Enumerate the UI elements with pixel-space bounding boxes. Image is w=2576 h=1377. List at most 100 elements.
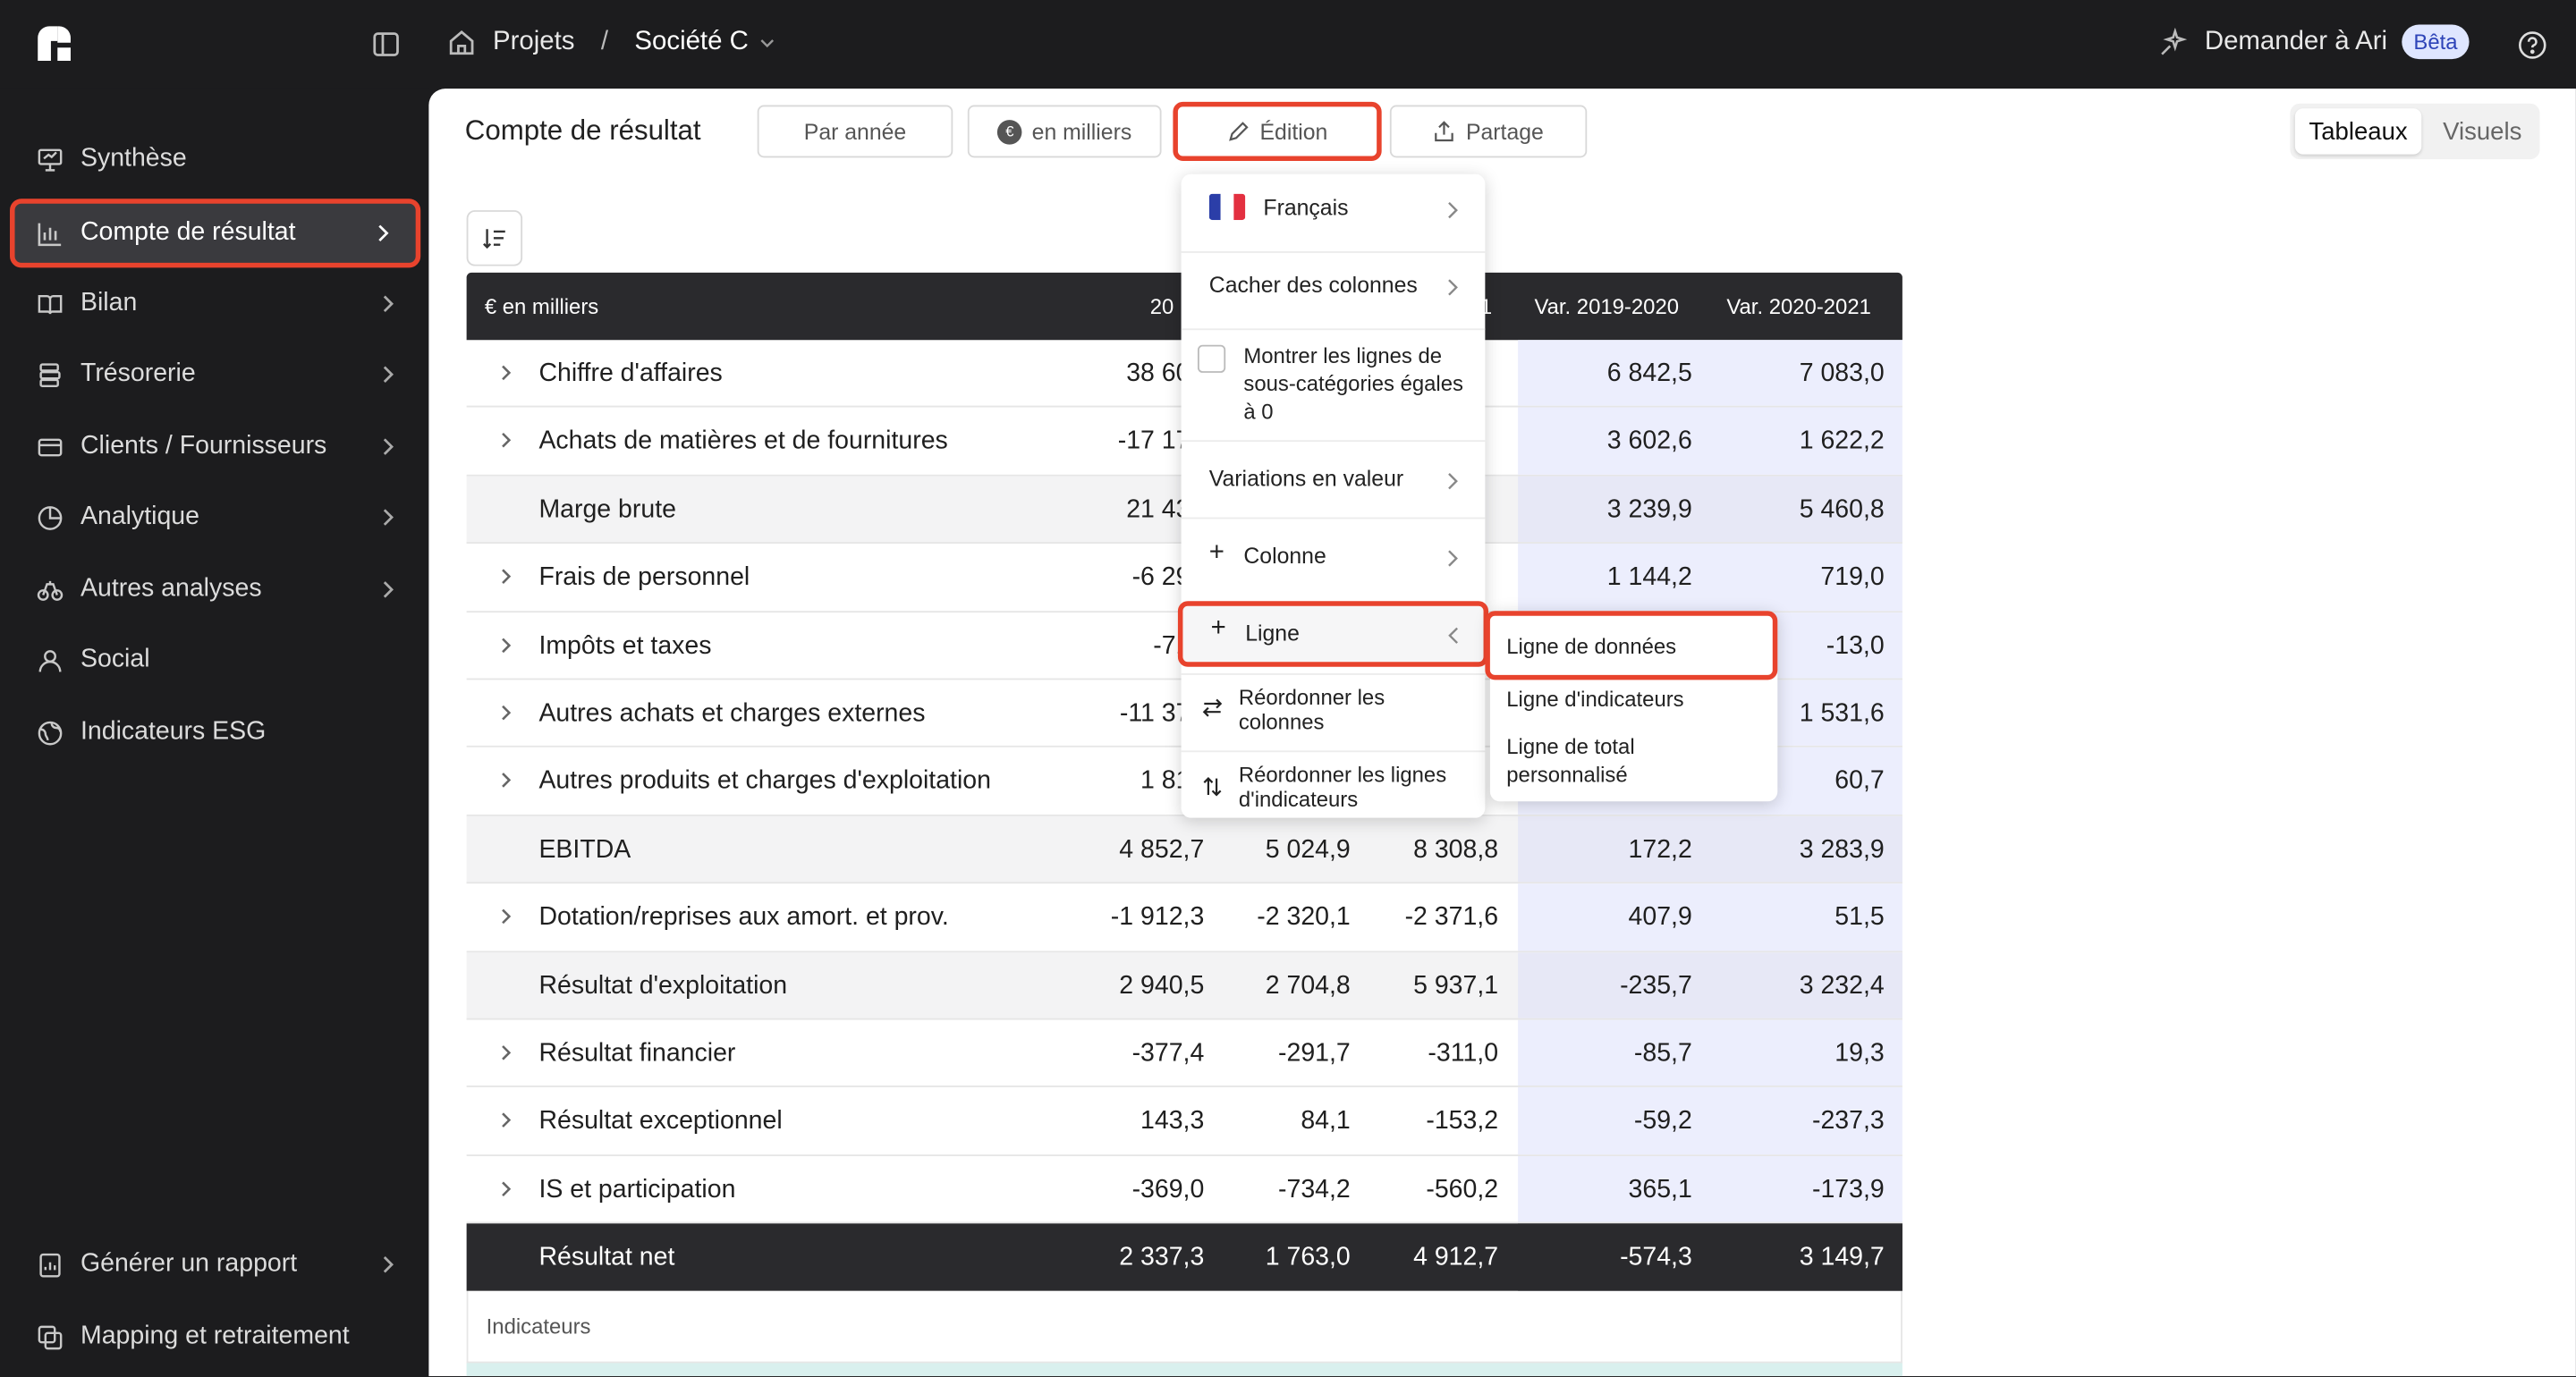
variation-cell-bg — [1518, 340, 1902, 407]
cell-value: -734,2 — [1278, 1175, 1351, 1204]
chevron-right-icon[interactable] — [498, 701, 514, 724]
tab-visuels[interactable]: Visuels — [2443, 117, 2522, 146]
chevron-right-icon — [383, 509, 394, 526]
menu-item-variations[interactable]: Variations en valeur — [1182, 467, 1486, 506]
card-icon — [37, 437, 62, 456]
sidebar-item-analytique[interactable]: Analytique — [10, 486, 420, 549]
cell-value: -377,4 — [1131, 1039, 1205, 1068]
unit-button[interactable]: € en milliers — [967, 105, 1162, 158]
submenu-item-indicator-line[interactable]: Ligne d'indicateurs — [1506, 687, 1683, 712]
menu-item-show-zero-lines[interactable]: Montrer les lignes de sous-catégories éga… — [1182, 342, 1486, 432]
cell-value: -2 320,1 — [1257, 903, 1351, 932]
sidebar-item-social[interactable]: Social — [10, 629, 420, 691]
row-label: Résultat financier — [538, 1039, 736, 1068]
submenu-item-custom-total[interactable]: Ligne de total personnalisé — [1506, 734, 1635, 787]
sidebar-item-clients-fournisseurs[interactable]: Clients / Fournisseurs — [10, 416, 420, 478]
table-row[interactable]: IS et participation -369,0 -734,2 -560,2 365… — [466, 1155, 1902, 1224]
menu-item-reorder-indicator-lines[interactable]: Réordonner les lignes d'indicateurs — [1182, 762, 1486, 821]
chevron-right-icon[interactable] — [498, 1109, 514, 1132]
show-zero-lines-checkbox[interactable] — [1197, 344, 1226, 373]
sidebar-item-label: Trésorerie — [80, 359, 196, 388]
app-logo[interactable] — [35, 25, 74, 64]
chevron-left-icon — [1448, 627, 1458, 644]
chevron-right-icon — [1448, 473, 1458, 490]
chevron-right-icon[interactable] — [498, 905, 514, 928]
variation-cell-bg — [1518, 1155, 1902, 1222]
chevron-right-icon[interactable] — [498, 565, 514, 588]
sidebar-item-tresorerie[interactable]: Trésorerie — [10, 343, 420, 406]
table-row[interactable]: Achats de matières et de fournitures -17 … — [466, 408, 1902, 477]
sidebar-toggle-icon[interactable] — [371, 30, 401, 59]
help-icon[interactable] — [2517, 30, 2548, 61]
menu-variations-label: Variations en valeur — [1208, 466, 1404, 492]
menu-item-hide-columns[interactable]: Cacher des colonnes — [1182, 273, 1486, 312]
breadcrumb-projects[interactable]: Projets — [493, 28, 575, 56]
sort-button[interactable] — [466, 210, 523, 266]
indicators-label: Indicateurs — [486, 1314, 591, 1339]
table-row[interactable]: Dotation/reprises aux amort. et prov. -1 … — [466, 883, 1902, 952]
breadcrumb-company[interactable]: Société C — [634, 28, 749, 56]
row-label: Résultat exceptionnel — [538, 1107, 783, 1136]
cell-value: 4 852,7 — [1119, 835, 1205, 864]
chevron-right-icon[interactable] — [498, 769, 514, 792]
row-label: Résultat d'exploitation — [538, 971, 788, 1000]
share-icon — [1435, 121, 1454, 142]
chevron-down-icon[interactable] — [758, 35, 775, 51]
cell-value: -369,0 — [1131, 1175, 1205, 1204]
sidebar-item-autres-analyses[interactable]: Autres analyses — [10, 558, 420, 621]
variation-cell-bg — [1518, 815, 1902, 883]
plus-icon: + — [1210, 613, 1226, 643]
swap-horizontal-icon — [1202, 698, 1223, 717]
sidebar-item-generer-rapport[interactable]: Générer un rapport — [10, 1233, 420, 1296]
share-button[interactable]: Partage — [1389, 105, 1588, 158]
row-label: Frais de personnel — [538, 563, 750, 592]
tab-tableaux[interactable]: Tableaux — [2294, 108, 2422, 155]
menu-item-line[interactable]: + Ligne — [1177, 601, 1489, 667]
sidebar-item-label: Clients / Fournisseurs — [80, 432, 327, 460]
cell-value: -560,2 — [1426, 1175, 1499, 1204]
presentation-icon — [37, 148, 62, 171]
home-icon[interactable] — [447, 28, 477, 57]
cell-value: 3 232,4 — [1799, 971, 1885, 1000]
sidebar-item-bilan[interactable]: Bilan — [10, 273, 420, 335]
table-row[interactable]: Résultat financier -377,4 -291,7 -311,0 -85,… — [466, 1019, 1902, 1088]
chevron-right-icon[interactable] — [498, 361, 514, 384]
chevron-right-icon — [383, 366, 394, 384]
sidebar-item-label: Synthèse — [80, 144, 187, 173]
sidebar-item-compte-de-resultat[interactable]: Compte de résultat — [10, 199, 421, 268]
cell-value: 172,2 — [1628, 835, 1692, 864]
sidebar-item-indicateurs-esg[interactable]: Indicateurs ESG — [10, 701, 420, 764]
sidebar-item-synthese[interactable]: Synthèse — [10, 128, 420, 190]
unit-label: en milliers — [1031, 119, 1132, 144]
edition-label: Édition — [1259, 119, 1328, 144]
cell-value: 8 308,8 — [1413, 835, 1499, 864]
swap-vertical-icon — [1203, 777, 1222, 797]
page-title: Compte de résultat — [464, 114, 701, 147]
cell-value: 1 622,2 — [1799, 427, 1885, 456]
chevron-right-icon[interactable] — [498, 1041, 514, 1064]
edition-button[interactable]: Édition — [1173, 101, 1382, 161]
menu-hide-columns-label: Cacher des colonnes — [1208, 272, 1418, 298]
cell-value: 3 602,6 — [1606, 427, 1692, 456]
by-year-button[interactable]: Par année — [757, 105, 953, 158]
menu-item-column[interactable]: + Colonne — [1182, 538, 1486, 583]
sidebar-item-label: Social — [80, 645, 150, 674]
table-row: EBITDA 4 852,7 5 024,9 8 308,8 172,2 3 283,9 — [466, 815, 1902, 884]
cell-value: 1 763,0 — [1265, 1243, 1351, 1271]
chevron-right-icon[interactable] — [498, 1177, 514, 1200]
ask-ari-button[interactable]: Demander à Ari Bêta — [2158, 24, 2470, 60]
sidebar-item-mapping[interactable]: Mapping et retraitement — [10, 1305, 420, 1368]
cell-value: -311,0 — [1428, 1039, 1499, 1068]
menu-item-reorder-columns[interactable]: Réordonner les colonnes — [1182, 685, 1486, 744]
menu-item-language[interactable]: Français — [1182, 193, 1486, 235]
cell-value: -235,7 — [1620, 971, 1692, 1000]
user-icon — [38, 649, 61, 672]
table-row[interactable]: Résultat exceptionnel 143,3 84,1 -153,2 -59,… — [466, 1087, 1902, 1156]
chevron-right-icon[interactable] — [498, 429, 514, 452]
chevron-right-icon — [383, 295, 394, 313]
cell-value: 6 842,5 — [1606, 359, 1692, 388]
indicators-section: Indicateurs — [466, 1291, 1902, 1364]
submenu-item-data-line[interactable]: Ligne de données — [1485, 611, 1778, 680]
chevron-right-icon[interactable] — [498, 633, 514, 656]
